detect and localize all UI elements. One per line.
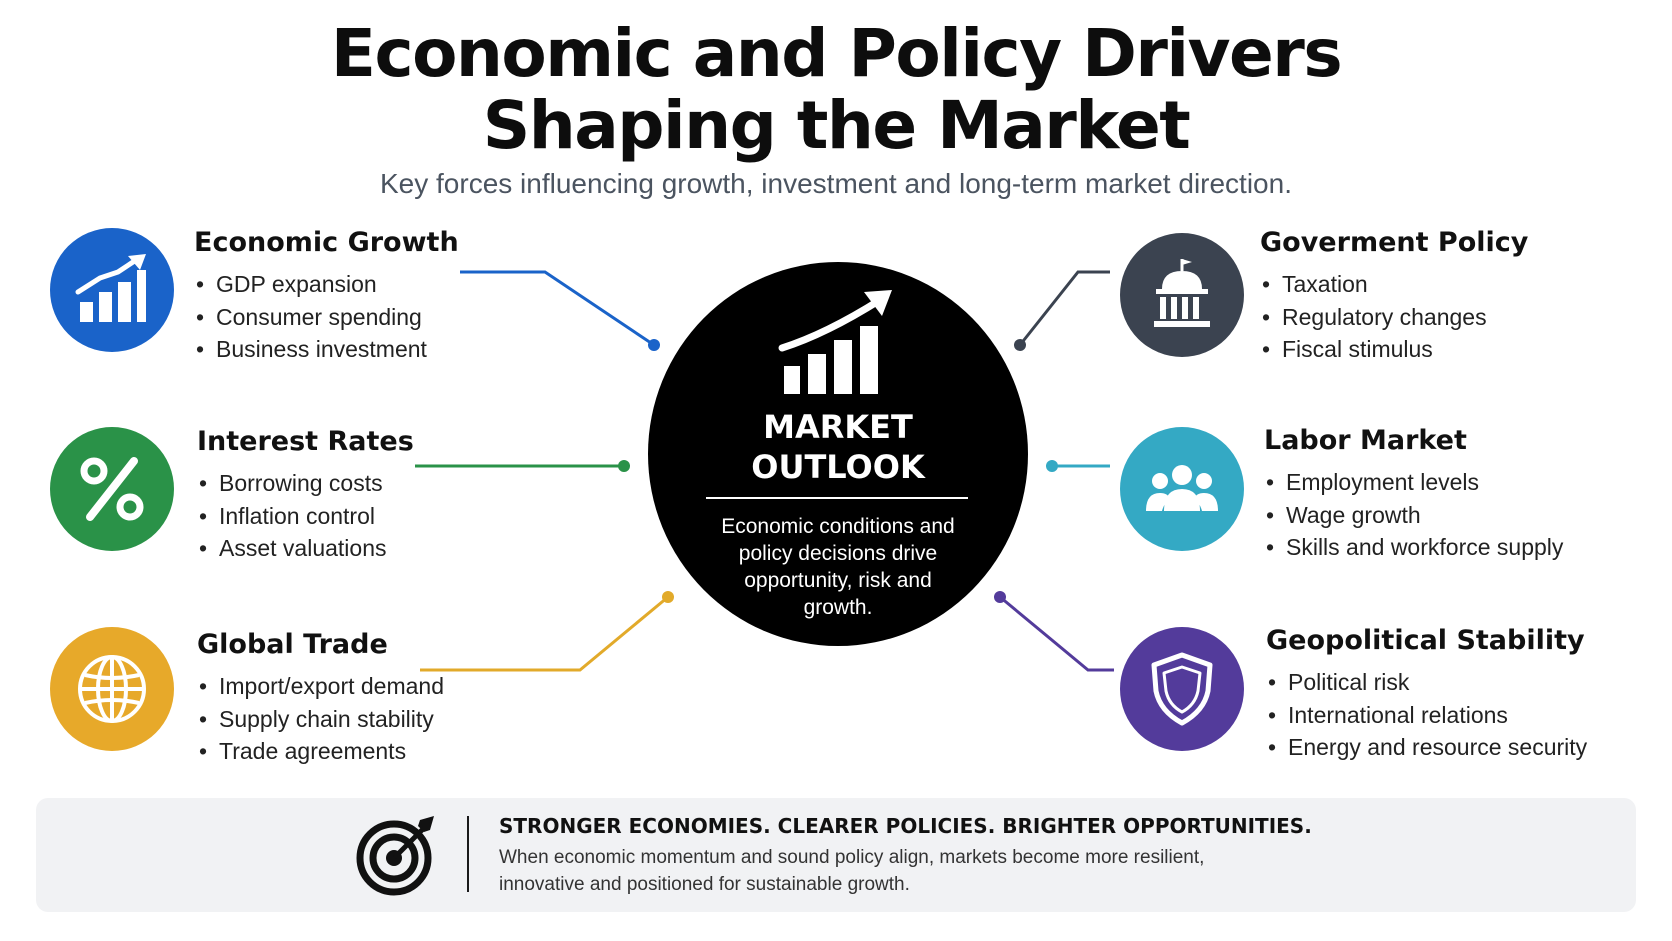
shield-icon (1151, 652, 1213, 726)
connector-government-policy (1018, 270, 1110, 346)
global-trade-list: Import/export demand Supply chain stabil… (197, 670, 444, 768)
connector-dot-global-trade (662, 591, 674, 603)
government-policy-list: Taxation Regulatory changes Fiscal stimu… (1260, 268, 1528, 366)
connector-geopolitical-stability (999, 595, 1114, 672)
bar-chart-up-icon (75, 254, 146, 322)
interest-rates-block: Interest Rates Borrowing costs Inflation… (197, 425, 414, 565)
growth-chart-icon (778, 290, 892, 394)
list-item: Asset valuations (197, 532, 414, 565)
economic-growth-list: GDP expansion Consumer spending Business… (194, 268, 459, 366)
global-trade-title: Global Trade (197, 629, 388, 660)
government-policy-icon-circle (1120, 233, 1244, 357)
list-item: Wage growth (1264, 499, 1563, 532)
government-policy-block: Goverment Policy Taxation Regulatory cha… (1260, 226, 1528, 366)
connector-dot-geopolitical-stability (994, 591, 1006, 603)
list-item: Import/export demand (197, 670, 444, 703)
list-item: Regulatory changes (1260, 301, 1528, 334)
interest-rates-list: Borrowing costs Inflation control Asset … (197, 467, 414, 565)
labor-market-icon-circle (1120, 427, 1244, 551)
list-item: Business investment (194, 333, 459, 366)
geopolitical-stability-icon-circle (1120, 627, 1244, 751)
footer-divider (467, 816, 469, 892)
connector-dot-economic-growth (648, 339, 660, 351)
list-item: Trade agreements (197, 735, 444, 768)
market-outlook-description: Economic conditions and policy decisions… (721, 515, 955, 619)
globe-icon (78, 655, 146, 723)
connector-global-trade (420, 595, 669, 672)
footer-headline: STRONGER ECONOMIES. CLEARER POLICIES. BR… (499, 814, 1312, 838)
list-item: Consumer spending (194, 301, 459, 334)
economic-growth-block: Economic Growth GDP expansion Consumer s… (194, 226, 459, 366)
economic-growth-title: Economic Growth (194, 227, 459, 258)
title-line-2: Shaping the Market (482, 87, 1191, 164)
page-title: Economic and Policy Drivers Shaping the … (0, 18, 1672, 162)
list-item: Borrowing costs (197, 467, 414, 500)
geopolitical-stability-title: Geopolitical Stability (1266, 625, 1585, 656)
list-item: Energy and resource security (1266, 731, 1587, 764)
labor-market-list: Employment levels Wage growth Skills and… (1264, 466, 1563, 564)
connector-dot-interest-rates (618, 460, 630, 472)
list-item: Supply chain stability (197, 703, 444, 736)
list-item: Employment levels (1264, 466, 1563, 499)
page-subtitle: Key forces influencing growth, investmen… (380, 168, 1292, 199)
list-item: International relations (1266, 699, 1587, 732)
market-outlook-hub: MARKET OUTLOOK Economic conditions and p… (648, 262, 1028, 646)
people-group-icon (1146, 465, 1218, 511)
footer-banner: STRONGER ECONOMIES. CLEARER POLICIES. BR… (36, 798, 1636, 912)
labor-market-title: Labor Market (1264, 425, 1467, 456)
global-trade-icon-circle (50, 627, 174, 751)
list-item: Taxation (1260, 268, 1528, 301)
footer-text: When economic momentum and sound policy … (499, 847, 1205, 895)
title-line-1: Economic and Policy Drivers (330, 15, 1343, 92)
global-trade-block: Global Trade Import/export demand Supply… (197, 628, 444, 768)
market-outlook-line-1: MARKET (763, 408, 913, 446)
labor-market-block: Labor Market Employment levels Wage grow… (1264, 424, 1563, 564)
percent-icon (80, 457, 144, 521)
geopolitical-stability-list: Political risk International relations E… (1266, 666, 1587, 764)
list-item: Inflation control (197, 500, 414, 533)
connector-dot-labor-market (1046, 460, 1058, 472)
list-item: Skills and workforce supply (1264, 531, 1563, 564)
interest-rates-title: Interest Rates (197, 426, 414, 457)
connector-dot-government-policy (1014, 339, 1026, 351)
list-item: Political risk (1266, 666, 1587, 699)
geopolitical-stability-block: Geopolitical Stability Political risk In… (1266, 624, 1587, 764)
capitol-building-icon (1154, 259, 1210, 327)
list-item: Fiscal stimulus (1260, 333, 1528, 366)
list-item: GDP expansion (194, 268, 459, 301)
market-outlook-label: MARKET OUTLOOK (648, 407, 1028, 487)
connector-economic-growth (460, 270, 655, 347)
economic-growth-icon-circle (50, 228, 174, 352)
divider (706, 497, 968, 499)
market-outlook-line-2: OUTLOOK (751, 448, 925, 486)
target-arrow-icon (356, 816, 434, 896)
government-policy-title: Goverment Policy (1260, 227, 1529, 258)
interest-rates-icon-circle (50, 427, 174, 551)
